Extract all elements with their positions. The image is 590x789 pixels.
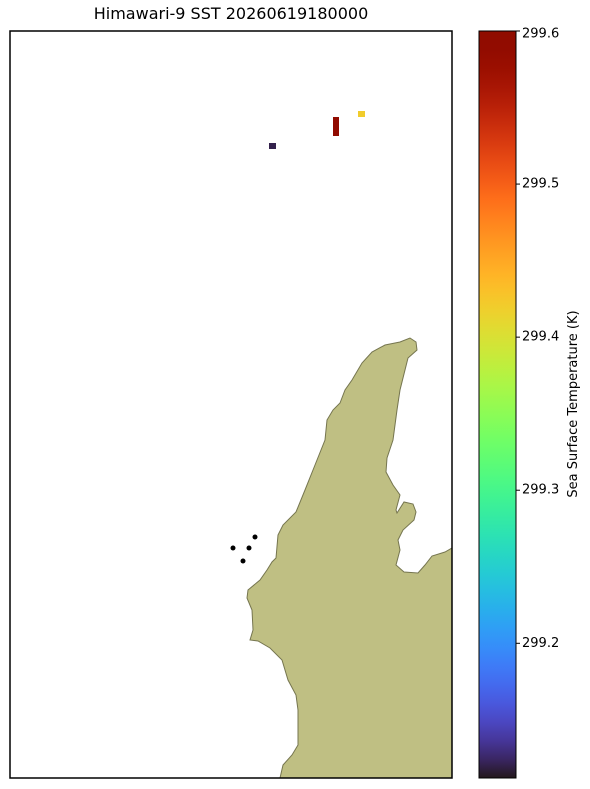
- title: Himawari-9 SST 20260619180000: [94, 4, 369, 23]
- land: [246, 337, 453, 779]
- sst-pixel: [358, 111, 365, 117]
- island: [246, 545, 252, 551]
- colorbar-tick-label: 299.5: [522, 177, 559, 192]
- colorbar: [478, 30, 517, 779]
- colorbar-ticks: 299.2 299.3 299.4 299.5 299.6: [516, 27, 559, 651]
- colorbar-tick-label: 299.2: [522, 636, 559, 651]
- colorbar-tick-label: 299.3: [522, 483, 559, 498]
- island: [230, 545, 236, 551]
- map-frame: [9, 30, 453, 779]
- islands: [230, 534, 258, 564]
- island: [252, 534, 258, 540]
- sst-pixel: [333, 117, 339, 136]
- colorbar-label: Sea Surface Temperature (K): [566, 310, 581, 497]
- sst-pixel: [269, 143, 276, 149]
- colorbar-tick-label: 299.4: [522, 330, 559, 345]
- colorbar-tick-label: 299.6: [522, 27, 559, 42]
- island: [240, 558, 246, 564]
